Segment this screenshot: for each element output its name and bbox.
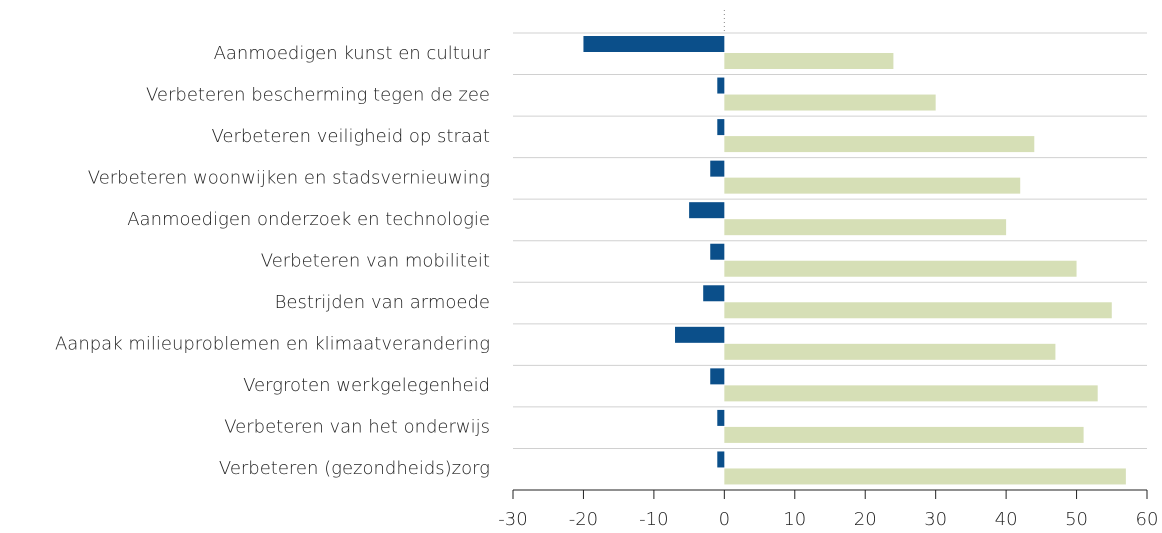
category-label: Verbeteren van mobiliteit xyxy=(261,251,490,272)
bar xyxy=(583,36,725,52)
x-tick-label: 60 xyxy=(1136,509,1159,529)
bar xyxy=(724,94,936,111)
category-label: Vergroten werkgelegenheid xyxy=(243,375,490,396)
x-tick-label: 10 xyxy=(783,509,806,529)
bar xyxy=(717,409,725,426)
x-tick-label: -20 xyxy=(569,509,598,529)
bar xyxy=(724,219,1007,236)
x-tick-label: 20 xyxy=(854,509,877,529)
category-label: Verbeteren bescherming tegen de zee xyxy=(146,84,490,105)
bar xyxy=(689,202,725,219)
bar xyxy=(710,368,725,385)
category-label: Bestrijden van armoede xyxy=(275,292,490,313)
bar xyxy=(717,119,725,136)
x-tick-label: -10 xyxy=(639,509,668,529)
x-tick-label: 30 xyxy=(924,509,947,529)
category-label: Aanmoedigen onderzoek en technologie xyxy=(127,209,490,230)
category-label: Aanmoedigen kunst en cultuur xyxy=(214,43,491,64)
x-tick-label: 0 xyxy=(719,509,730,529)
x-tick-label: 40 xyxy=(995,509,1018,529)
bar xyxy=(724,53,894,69)
x-tick-label: -30 xyxy=(498,509,527,529)
bar xyxy=(724,177,1021,194)
category-label: Verbeteren van het onderwijs xyxy=(224,417,490,438)
category-label: Verbeteren woonwijken en stadsvernieuwin… xyxy=(88,167,490,188)
bar xyxy=(724,343,1056,360)
bar xyxy=(710,160,725,177)
category-label: Verbeteren (gezondheids)zorg xyxy=(219,458,490,479)
x-tick-label: 50 xyxy=(1065,509,1088,529)
bar xyxy=(710,243,725,260)
bar xyxy=(724,468,1126,485)
bar xyxy=(717,451,725,468)
bar xyxy=(724,385,1098,402)
bar xyxy=(717,77,725,94)
bar xyxy=(724,302,1112,319)
bar xyxy=(724,136,1035,153)
category-label: Verbeteren veiligheid op straat xyxy=(211,126,490,147)
bar xyxy=(724,426,1084,443)
category-label: Aanpak milieuproblemen en klimaatverande… xyxy=(55,334,490,355)
bar xyxy=(703,285,725,302)
bar xyxy=(724,260,1077,277)
bar xyxy=(675,326,725,343)
